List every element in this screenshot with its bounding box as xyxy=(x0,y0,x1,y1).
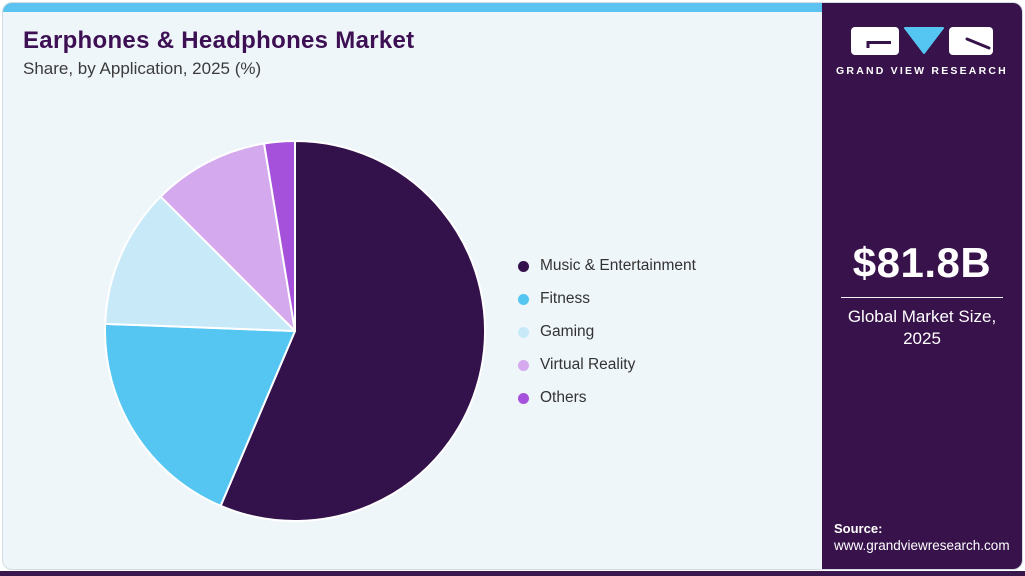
bottom-accent-strip xyxy=(0,571,1025,576)
legend-dot-icon xyxy=(518,359,529,371)
legend-dot-icon xyxy=(518,260,529,272)
gvr-logo-icon xyxy=(822,27,1022,57)
pie-slice-gaming xyxy=(104,195,296,332)
legend-label: Fitness xyxy=(540,290,590,307)
market-size-divider xyxy=(841,297,1003,298)
source-block: Source: www.grandviewresearch.com xyxy=(834,521,1010,553)
legend-dot-icon xyxy=(518,293,529,305)
legend-label: Virtual Reality xyxy=(540,356,636,373)
legend-label: Others xyxy=(540,389,587,406)
pie-slice-virtual-reality xyxy=(159,142,296,332)
market-size-label: Global Market Size, 2025 xyxy=(847,307,997,348)
sidebar: GRAND VIEW RESEARCH $81.8B Global Market… xyxy=(822,3,1022,569)
gvr-g-block-icon xyxy=(851,27,899,55)
market-size-value: $81.8B xyxy=(852,239,992,286)
page-title: Earphones & Headphones Market xyxy=(23,27,415,54)
source-label: Source: xyxy=(834,521,883,536)
pie-slice-fitness xyxy=(104,322,296,507)
brand-name: GRAND VIEW RESEARCH xyxy=(836,65,1008,77)
pie-slice-music-entertainment xyxy=(219,140,487,522)
legend-item-others: Others xyxy=(518,387,696,409)
legend-dot-icon xyxy=(518,326,529,338)
pie-chart xyxy=(104,140,487,522)
legend-dot-icon xyxy=(518,392,529,404)
legend-item-virtual-reality: Virtual Reality xyxy=(518,354,696,376)
gvr-r-block-icon xyxy=(949,27,993,55)
gvr-v-icon xyxy=(904,27,944,54)
market-size-block: $81.8B Global Market Size, 2025 xyxy=(822,239,1022,350)
brand-logo: GRAND VIEW RESEARCH xyxy=(822,27,1022,77)
legend: Music & Entertainment Fitness Gaming Virtua… xyxy=(518,255,696,420)
legend-item-fitness: Fitness xyxy=(518,288,696,310)
pie-slice-others xyxy=(263,140,296,332)
top-accent-bar xyxy=(3,3,825,12)
legend-item-gaming: Gaming xyxy=(518,321,696,343)
legend-label: Gaming xyxy=(540,323,595,340)
source-url: www.grandviewresearch.com xyxy=(834,538,1010,553)
legend-item-music-entertainment: Music & Entertainment xyxy=(518,255,696,277)
legend-label: Music & Entertainment xyxy=(540,257,696,274)
page-subtitle: Share, by Application, 2025 (%) xyxy=(23,59,262,78)
